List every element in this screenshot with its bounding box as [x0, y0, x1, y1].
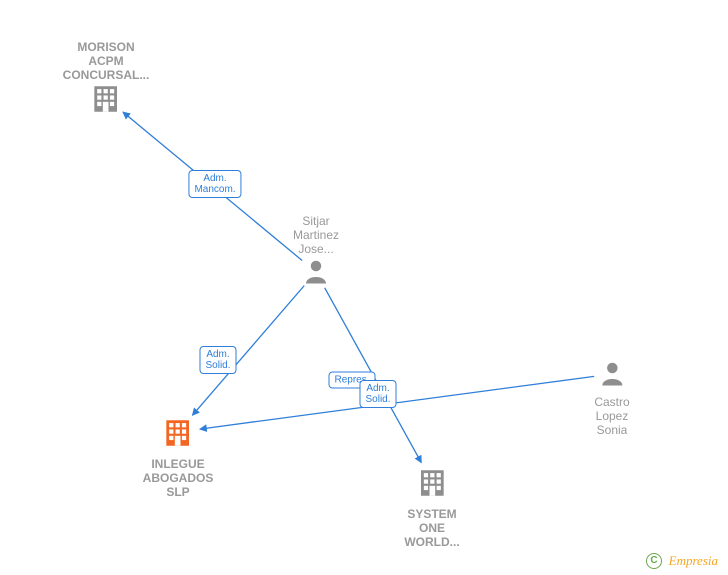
node-morison[interactable]: MORISON ACPM CONCURSAL... — [63, 38, 150, 121]
node-sitjar[interactable]: Sitjar Martinez Jose... — [293, 212, 339, 291]
node-label: MORISON ACPM CONCURSAL... — [63, 40, 150, 82]
edge-label: Adm. Solid. — [199, 346, 236, 374]
node-inlegue[interactable]: INLEGUE ABOGADOS SLP — [143, 416, 214, 499]
watermark: C Empresia — [646, 552, 718, 569]
copyright-icon: C — [646, 553, 662, 569]
edge-line — [200, 376, 594, 429]
person-icon — [597, 358, 627, 393]
building-icon — [89, 82, 123, 121]
node-label: SYSTEM ONE WORLD... — [404, 507, 459, 549]
node-label: Castro Lopez Sonia — [594, 395, 629, 437]
person-icon — [301, 256, 331, 291]
edge-label: Adm. Mancom. — [188, 170, 241, 198]
watermark-brand: Empresia — [669, 553, 718, 568]
edge-label: Adm. Solid. — [359, 380, 396, 408]
diagram-canvas: MORISON ACPM CONCURSAL... Sitjar Martine… — [0, 0, 728, 575]
building-icon — [415, 466, 449, 505]
building-icon — [161, 416, 195, 455]
node-castro[interactable]: Castro Lopez Sonia — [594, 358, 629, 437]
node-systemone[interactable]: SYSTEM ONE WORLD... — [404, 466, 459, 549]
node-label: INLEGUE ABOGADOS SLP — [143, 457, 214, 499]
node-label: Sitjar Martinez Jose... — [293, 214, 339, 256]
